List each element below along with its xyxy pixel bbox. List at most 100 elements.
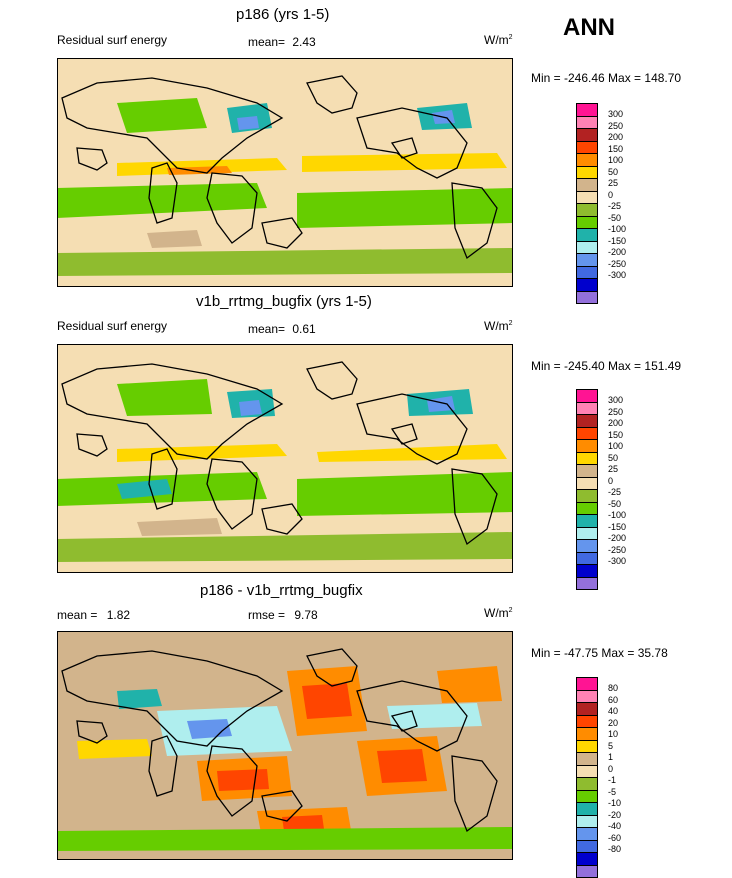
colorbar-level-label: 300 xyxy=(608,395,623,406)
colorbar-swatch xyxy=(576,539,598,552)
panel-1-mean-value: 2.43 xyxy=(292,35,315,49)
colorbar-swatch xyxy=(576,278,598,291)
colorbar-swatch xyxy=(576,166,598,179)
colorbar-level-label: 100 xyxy=(608,155,623,166)
panel-2-stat: mean= 0.61 xyxy=(248,322,316,336)
contour-region xyxy=(387,703,482,729)
colorbar-swatch xyxy=(576,552,598,565)
panel-3-minmax: Min = -47.75 Max = 35.78 xyxy=(531,646,668,660)
colorbar-level-label: -25 xyxy=(608,487,621,498)
contour-region xyxy=(217,769,269,791)
panel-1-mean-label: mean= xyxy=(248,35,285,49)
colorbar-level-label: -150 xyxy=(608,522,626,533)
contour-region xyxy=(237,116,259,130)
colorbar-level-label: 50 xyxy=(608,167,618,178)
colorbar-swatch xyxy=(576,489,598,502)
panel-2-mean-label: mean= xyxy=(248,322,285,336)
colorbar-swatch xyxy=(576,153,598,166)
colorbar-swatch xyxy=(576,852,598,865)
colorbar-swatch xyxy=(576,427,598,440)
contour-region xyxy=(57,827,513,851)
colorbar-swatch xyxy=(576,802,598,815)
colorbar-level-label: -250 xyxy=(608,545,626,556)
colorbar-level-label: -5 xyxy=(608,787,616,798)
panel-2-mean-value: 0.61 xyxy=(292,322,315,336)
panel-3-colorbar xyxy=(576,677,598,878)
colorbar-swatch xyxy=(576,840,598,853)
colorbar-swatch xyxy=(576,527,598,540)
panel-3-mean-value: 1.82 xyxy=(107,608,130,622)
colorbar-swatch xyxy=(576,228,598,241)
colorbar-swatch xyxy=(576,389,598,402)
colorbar-swatch xyxy=(576,241,598,254)
panel-1-left-label: Residual surf energy xyxy=(57,33,167,47)
contour-region xyxy=(377,749,427,783)
colorbar-level-label: -300 xyxy=(608,270,626,281)
contour-region xyxy=(437,666,502,703)
colorbar-level-label: 40 xyxy=(608,706,618,717)
colorbar-swatch xyxy=(576,178,598,191)
panel-3-rmse-label: rmse = xyxy=(248,608,285,622)
contour-region xyxy=(117,379,212,416)
colorbar-level-label: -200 xyxy=(608,533,626,544)
colorbar-swatch xyxy=(576,103,598,116)
colorbar-level-label: 1 xyxy=(608,752,613,763)
panel-3-stat-left: mean = 1.82 xyxy=(57,608,130,622)
colorbar-swatch xyxy=(576,577,598,591)
colorbar-swatch xyxy=(576,439,598,452)
panel-1-map xyxy=(57,58,513,287)
colorbar-swatch xyxy=(576,514,598,527)
colorbar-swatch xyxy=(576,790,598,803)
contour-region xyxy=(147,230,202,248)
colorbar-swatch xyxy=(576,865,598,878)
colorbar-level-label: 150 xyxy=(608,430,623,441)
panel-2-minmax: Min = -245.40 Max = 151.49 xyxy=(531,359,681,373)
colorbar-level-label: 100 xyxy=(608,441,623,452)
panel-1-colorbar xyxy=(576,103,598,304)
panel-2-left-label: Residual surf energy xyxy=(57,319,167,333)
colorbar-level-label: 25 xyxy=(608,464,618,475)
colorbar-swatch xyxy=(576,740,598,753)
map-plot xyxy=(57,344,513,573)
contour-region xyxy=(302,683,352,719)
colorbar-level-label: -150 xyxy=(608,236,626,247)
colorbar-swatch xyxy=(576,727,598,740)
colorbar-level-label: 50 xyxy=(608,453,618,464)
colorbar-swatch xyxy=(576,502,598,515)
panel-1-title: p186 (yrs 1-5) xyxy=(236,6,329,23)
panel-2-map xyxy=(57,344,513,573)
colorbar-level-label: -80 xyxy=(608,844,621,855)
colorbar-level-label: -50 xyxy=(608,499,621,510)
panel-3-stat-center: rmse = 9.78 xyxy=(248,608,318,622)
colorbar-level-label: 25 xyxy=(608,178,618,189)
colorbar-swatch xyxy=(576,253,598,266)
colorbar-level-label: -100 xyxy=(608,510,626,521)
panel-1-units: W/m2 xyxy=(484,33,513,47)
season-label: ANN xyxy=(563,14,615,42)
colorbar-level-label: 150 xyxy=(608,144,623,155)
colorbar-level-label: 200 xyxy=(608,418,623,429)
colorbar-level-label: -200 xyxy=(608,247,626,258)
colorbar-swatch xyxy=(576,266,598,279)
panel-3-mean-label: mean = xyxy=(57,608,97,622)
colorbar-swatch xyxy=(576,414,598,427)
colorbar-swatch xyxy=(576,464,598,477)
colorbar-swatch xyxy=(576,765,598,778)
colorbar-swatch xyxy=(576,402,598,415)
colorbar-swatch xyxy=(576,203,598,216)
colorbar-level-label: -20 xyxy=(608,810,621,821)
panel-2-title: v1b_rrtmg_bugfix (yrs 1-5) xyxy=(196,293,372,310)
colorbar-swatch xyxy=(576,116,598,129)
colorbar-level-label: 0 xyxy=(608,764,613,775)
colorbar-level-label: -100 xyxy=(608,224,626,235)
colorbar-swatch xyxy=(576,141,598,154)
colorbar-swatch xyxy=(576,452,598,465)
panel-1-stat: mean= 2.43 xyxy=(248,35,316,49)
colorbar-level-label: 250 xyxy=(608,407,623,418)
colorbar-level-label: -10 xyxy=(608,798,621,809)
colorbar-swatch xyxy=(576,752,598,765)
colorbar-swatch xyxy=(576,690,598,703)
colorbar-level-label: 0 xyxy=(608,190,613,201)
panel-2-colorbar xyxy=(576,389,598,590)
panel-2-units: W/m2 xyxy=(484,319,513,333)
